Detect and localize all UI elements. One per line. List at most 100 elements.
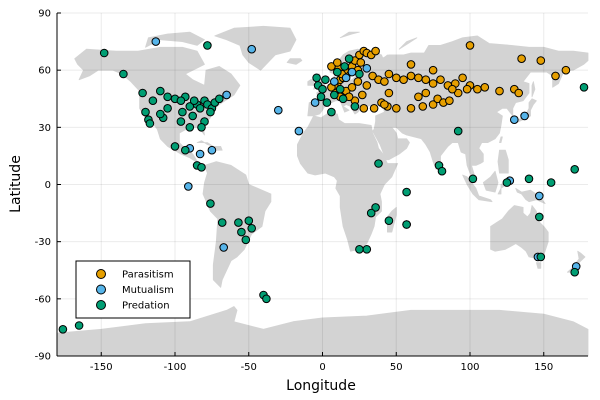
y-tick-label: -30 — [35, 237, 51, 248]
data-point-predation — [178, 107, 187, 117]
land-canadian-arctic — [145, 31, 205, 48]
y-tick-label: 0 — [45, 180, 51, 191]
data-point-parasitism — [448, 84, 457, 94]
data-point-predation — [371, 203, 380, 212]
y-tick-label: -60 — [35, 294, 51, 305]
data-point-parasitism — [517, 54, 526, 64]
data-point-parasitism — [473, 84, 482, 94]
data-point-predation — [148, 96, 158, 105]
data-point-predation — [350, 102, 360, 111]
data-point-predation — [338, 94, 348, 104]
x-tick-label: 150 — [534, 362, 553, 373]
data-point-predation — [318, 84, 327, 94]
data-point-predation — [215, 94, 224, 104]
data-point-predation — [99, 48, 109, 58]
x-tick-label: -100 — [164, 362, 187, 373]
data-point-predation — [156, 109, 165, 119]
data-point-parasitism — [358, 90, 367, 100]
data-point-mutualism — [535, 191, 544, 201]
data-point-predation — [237, 227, 246, 237]
data-point-predation — [185, 123, 195, 132]
data-point-predation — [437, 166, 447, 176]
data-point-predation — [402, 187, 411, 197]
data-point-predation — [570, 267, 580, 277]
data-point-predation — [312, 73, 321, 83]
data-point-predation — [374, 159, 383, 168]
data-point-parasitism — [495, 86, 504, 96]
data-point-parasitism — [514, 88, 524, 98]
data-point-predation — [74, 321, 84, 330]
data-point-mutualism — [362, 64, 372, 73]
data-point-mutualism — [247, 44, 256, 54]
land-ireland — [307, 79, 315, 86]
data-point-predation — [206, 199, 215, 208]
land-antarctica — [56, 306, 589, 357]
data-point-predation — [362, 245, 372, 254]
data-point-parasitism — [428, 100, 438, 109]
data-point-predation — [535, 212, 544, 222]
data-point-predation — [355, 245, 364, 254]
data-point-predation — [366, 208, 376, 218]
x-tick-label: 50 — [390, 362, 403, 373]
data-point-predation — [344, 54, 354, 64]
data-point-mutualism — [520, 111, 529, 121]
data-point-mutualism — [195, 149, 205, 159]
data-point-parasitism — [327, 62, 336, 71]
data-point-mutualism — [310, 98, 320, 107]
data-point-parasitism — [551, 71, 560, 81]
legend-marker-mutualism — [96, 284, 106, 295]
data-point-predation — [546, 178, 556, 187]
data-point-parasitism — [428, 79, 438, 88]
data-point-parasitism — [445, 96, 454, 105]
data-point-parasitism — [462, 84, 472, 94]
data-point-mutualism — [347, 67, 357, 77]
data-point-predation — [262, 294, 271, 304]
legend-marker-parasitism — [96, 269, 106, 279]
land-sakhalin — [531, 81, 536, 98]
data-point-parasitism — [347, 83, 357, 92]
land-borneo — [482, 170, 499, 193]
data-point-predation — [170, 142, 180, 151]
data-point-mutualism — [294, 126, 304, 136]
data-point-predation — [176, 96, 186, 105]
data-point-parasitism — [359, 104, 369, 113]
data-point-parasitism — [380, 77, 389, 86]
data-point-parasitism — [380, 100, 389, 109]
data-point-parasitism — [561, 65, 571, 75]
data-point-parasitism — [436, 75, 445, 84]
land-asia — [360, 35, 589, 184]
x-tick-label: 0 — [319, 362, 325, 373]
data-point-parasitism — [384, 88, 394, 98]
data-point-parasitism — [406, 71, 416, 81]
data-point-predation — [244, 216, 254, 225]
y-tick-label: 90 — [38, 9, 51, 20]
data-point-parasitism — [406, 60, 416, 69]
data-point-predation — [195, 104, 205, 113]
data-point-predation — [468, 174, 478, 184]
scatter-points — [58, 37, 589, 334]
data-point-parasitism — [465, 41, 475, 50]
legend-box — [75, 260, 191, 319]
data-point-predation — [570, 165, 580, 174]
data-point-parasitism — [392, 73, 401, 83]
data-point-parasitism — [368, 71, 377, 81]
data-point-parasitism — [353, 77, 363, 86]
data-point-predation — [206, 107, 215, 117]
data-point-predation — [197, 123, 206, 132]
data-point-predation — [453, 126, 463, 136]
data-point-parasitism — [399, 75, 408, 84]
data-point-parasitism — [369, 104, 379, 113]
data-point-mutualism — [510, 115, 519, 124]
data-point-predation — [141, 107, 150, 117]
land-svalbard — [339, 31, 360, 39]
data-point-predation — [502, 178, 512, 187]
data-point-mutualism — [222, 90, 231, 100]
legend-label-parasitism: Parasitism — [122, 270, 174, 281]
data-point-predation — [247, 224, 256, 233]
y-tick-label: 30 — [38, 123, 51, 134]
land-cuba — [196, 140, 214, 147]
data-point-predation — [355, 69, 364, 79]
data-point-parasitism — [458, 73, 467, 83]
data-point-predation — [217, 218, 227, 227]
land-philippines — [497, 149, 509, 174]
